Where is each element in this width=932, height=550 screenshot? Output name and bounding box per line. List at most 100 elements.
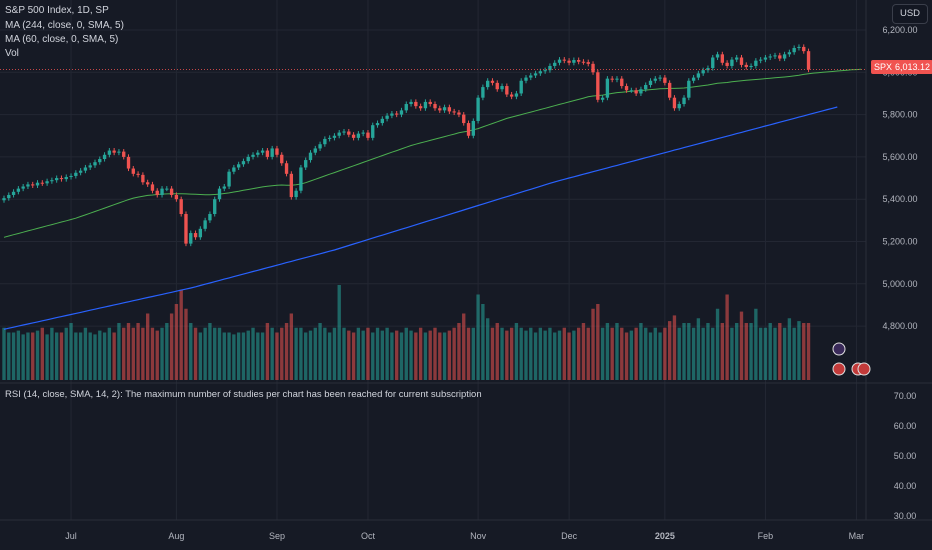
volume-bar: [141, 327, 145, 380]
time-tick-label: 2025: [655, 531, 675, 541]
candle: [184, 214, 188, 244]
volume-bar: [509, 327, 514, 380]
candle: [423, 101, 428, 109]
candle: [356, 133, 361, 138]
ma-60-legend[interactable]: MA (60, close, 0, SMA, 5): [5, 34, 119, 45]
volume-bar: [193, 327, 198, 380]
candle: [562, 59, 566, 61]
volume-bar: [572, 330, 576, 380]
volume-bar: [787, 318, 792, 380]
candle: [648, 80, 653, 85]
candle: [347, 131, 351, 135]
candle: [390, 113, 394, 116]
candle: [500, 86, 504, 90]
volume-bar: [31, 332, 35, 380]
price-tick-label: 5,800.00: [882, 110, 917, 120]
candle: [246, 156, 250, 162]
candle: [131, 168, 135, 174]
volume-bar: [778, 323, 782, 380]
volume-bar: [361, 330, 365, 380]
volume-bar: [131, 327, 135, 380]
candle: [40, 182, 44, 184]
volume-bar: [126, 323, 131, 380]
candle: [136, 173, 140, 175]
volume-bar: [59, 332, 64, 380]
time-tick-label: Sep: [269, 531, 285, 541]
volume-bar: [428, 330, 432, 380]
candle: [284, 163, 289, 174]
volume-bar: [758, 327, 763, 380]
candle: [366, 132, 370, 138]
candle: [280, 154, 284, 164]
ma-244-legend[interactable]: MA (244, close, 0, SMA, 5): [5, 20, 124, 31]
candle: [553, 62, 557, 66]
volume-bar: [375, 327, 380, 380]
candle: [773, 55, 777, 57]
volume-bar: [620, 327, 624, 380]
candle: [644, 84, 648, 90]
rsi-tick-label: 30.00: [894, 511, 917, 521]
candle: [193, 233, 198, 238]
volume-bar: [481, 304, 485, 380]
candle: [7, 194, 11, 199]
candle: [11, 191, 16, 195]
volume-bar: [672, 315, 677, 380]
candle: [572, 60, 576, 63]
volume-bar: [500, 327, 504, 380]
candle: [658, 77, 662, 79]
volume-bar: [644, 327, 648, 380]
volume-bar: [600, 327, 605, 380]
volume-bar: [749, 323, 753, 380]
volume-bar: [2, 327, 6, 380]
candle: [217, 188, 222, 200]
candle: [634, 90, 638, 94]
candle: [275, 148, 279, 155]
candle: [567, 60, 571, 63]
candle: [696, 73, 701, 78]
time-tick-label: Mar: [849, 531, 865, 541]
volume-bar: [107, 327, 112, 380]
volume-bar: [347, 330, 351, 380]
volume-legend[interactable]: Vol: [5, 48, 19, 59]
volume-bar: [136, 323, 140, 380]
currency-button[interactable]: USD: [892, 4, 928, 24]
candle: [241, 161, 246, 165]
candle: [749, 65, 753, 68]
candle: [600, 97, 605, 100]
volume-bar: [64, 327, 68, 380]
volume-bar: [533, 332, 538, 380]
volume-bar: [227, 332, 231, 380]
price-tick-label: 5,000.00: [882, 279, 917, 289]
volume-bar: [610, 327, 614, 380]
volume-bar: [150, 327, 155, 380]
candle: [442, 107, 447, 111]
candle: [55, 178, 59, 181]
volume-bar: [179, 289, 183, 380]
volume-bar: [438, 332, 442, 380]
candle: [232, 167, 236, 172]
lightning-event-icon: [832, 342, 846, 356]
candle: [792, 47, 796, 53]
volume-bar: [366, 327, 370, 380]
candle: [433, 104, 437, 109]
candle: [725, 62, 729, 66]
volume-bar: [327, 332, 332, 380]
volume-bar: [423, 332, 428, 380]
candle: [342, 131, 346, 133]
candle: [318, 144, 322, 149]
candle: [481, 87, 485, 98]
volume-bar: [639, 323, 643, 380]
us-flag-event-icon: [857, 362, 871, 376]
volume-bar: [529, 327, 533, 380]
candle: [122, 151, 126, 157]
candle: [687, 80, 691, 98]
volume-bar: [433, 327, 437, 380]
volume-bar: [447, 330, 452, 380]
volume-bar: [304, 332, 308, 380]
candle: [395, 113, 399, 115]
candle: [45, 181, 49, 184]
candle: [524, 77, 528, 81]
candle: [21, 186, 25, 189]
price-tick-label: 5,600.00: [882, 152, 917, 162]
